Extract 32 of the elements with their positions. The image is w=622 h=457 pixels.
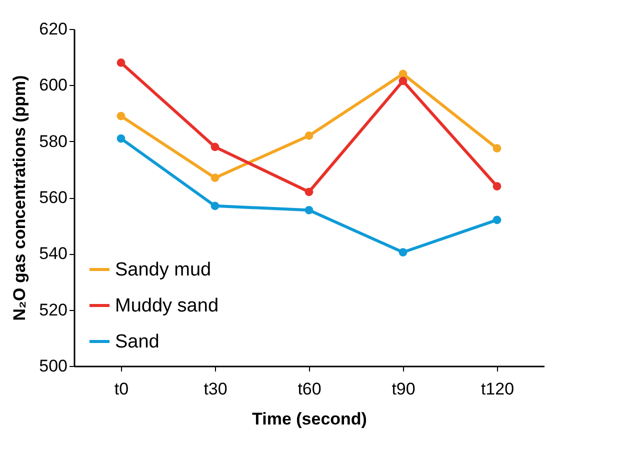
point	[116, 112, 126, 120]
legend-label: Sand	[115, 332, 160, 352]
y-tick-label: 620	[39, 20, 68, 38]
point	[398, 248, 408, 256]
point	[398, 76, 408, 86]
point	[210, 142, 220, 152]
point	[116, 134, 126, 143]
x-tick-label: t60	[298, 380, 322, 398]
point	[304, 188, 314, 196]
y-tick-label: 540	[39, 244, 68, 264]
x-tick-label: t120	[480, 380, 514, 398]
y-tick-label: 560	[39, 188, 68, 207]
y-axis-title: N₂O gas concentrations (ppm)	[10, 75, 30, 321]
x-tick-label: t90	[392, 380, 416, 398]
x-axis-title: Time (second)	[252, 410, 367, 428]
y-tick-label: 500	[39, 356, 68, 376]
point	[492, 182, 502, 190]
y-tick-label: 580	[39, 132, 68, 151]
y-tick-label: 600	[39, 76, 68, 95]
x-tick-label: t30	[204, 380, 228, 398]
point	[492, 216, 502, 224]
point	[116, 58, 126, 67]
y-tick-label: 520	[39, 300, 68, 320]
point	[304, 206, 314, 214]
point	[492, 144, 502, 153]
point	[398, 70, 408, 78]
point	[210, 202, 220, 210]
legend-label: Sandy mud	[115, 260, 212, 280]
legend-label: Muddy sand	[115, 296, 219, 316]
point	[304, 132, 314, 140]
point	[210, 174, 220, 182]
x-tick-label: t0	[114, 380, 129, 398]
